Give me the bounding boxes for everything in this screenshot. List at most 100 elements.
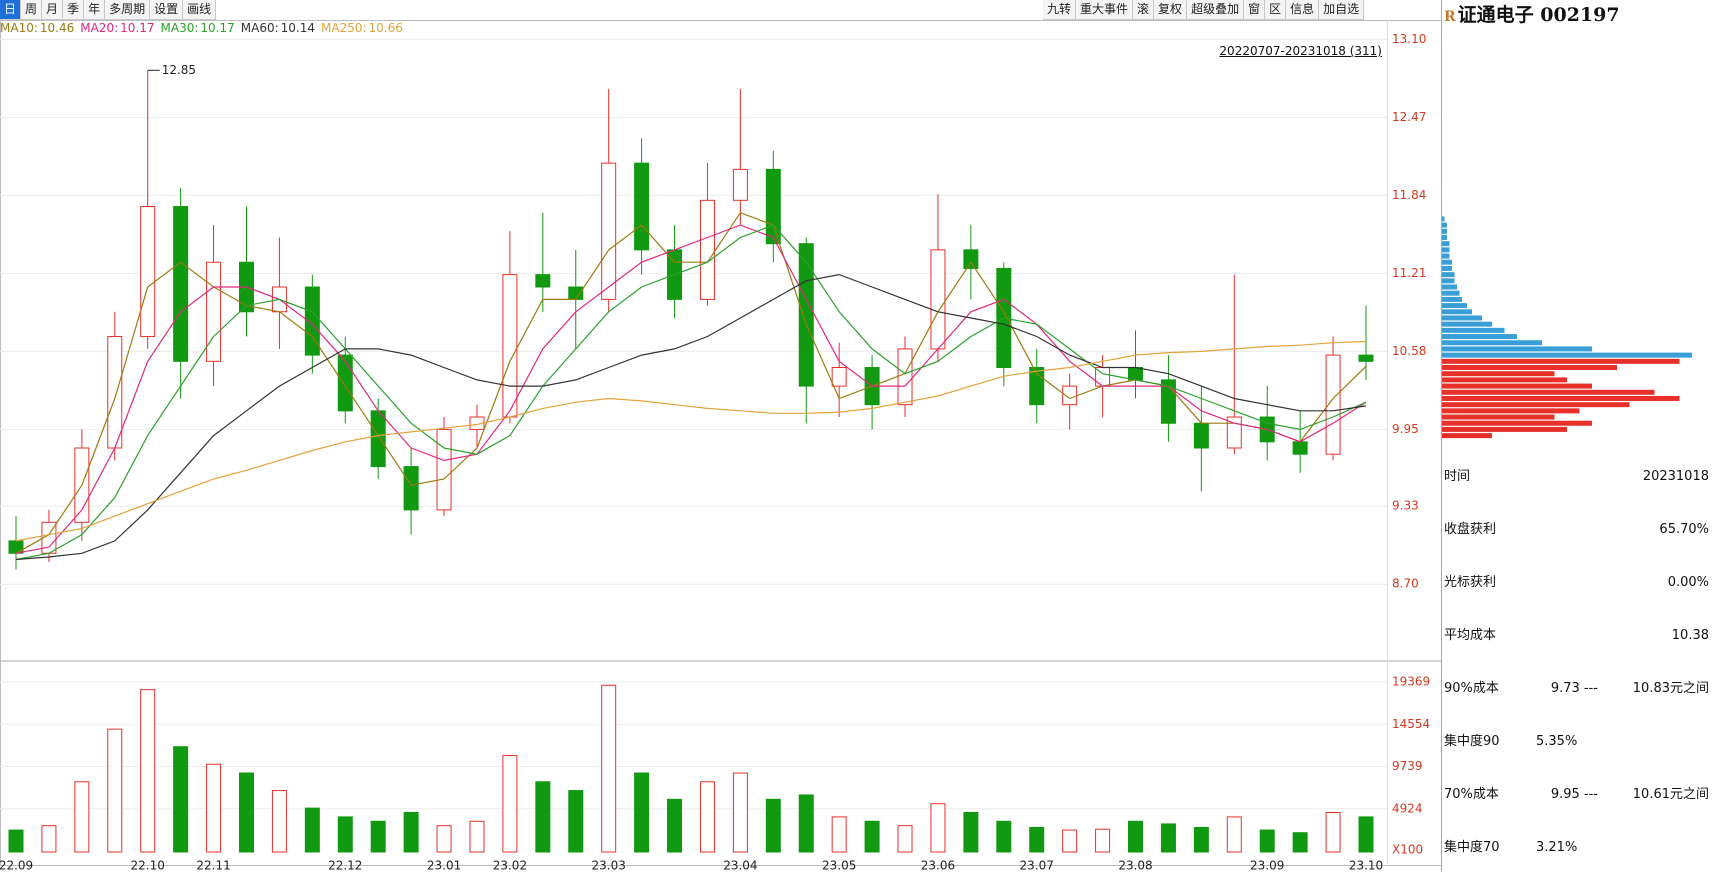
chip-bar [1442, 340, 1542, 346]
x-tick-label: 23.07 [1020, 859, 1054, 872]
y-tick-label: 8.70 [1392, 577, 1419, 591]
tool-button[interactable]: 窗 [1244, 0, 1266, 19]
period-tab[interactable]: 多周期 [105, 0, 151, 19]
chip-bar [1442, 420, 1592, 426]
tool-button[interactable]: 加自选 [1319, 0, 1365, 19]
chip-bar [1442, 228, 1447, 234]
chip-bar [1442, 408, 1580, 414]
volume-bar [469, 820, 485, 853]
tool-button[interactable]: 复权 [1154, 0, 1188, 19]
y-tick-label: 19369 [1392, 675, 1430, 689]
y-tick-label: 11.21 [1392, 266, 1426, 280]
info-value: 65.70% [1659, 522, 1709, 537]
period-tab[interactable]: 设置 [150, 0, 184, 19]
y-tick-label: 9.95 [1392, 422, 1419, 436]
chip-bar [1442, 327, 1505, 333]
volume-bar [996, 820, 1012, 853]
tool-button[interactable]: 区 [1265, 0, 1287, 19]
chip-bar [1442, 241, 1450, 247]
candle-body [1226, 416, 1242, 449]
volume-bar [1325, 812, 1341, 853]
chip-bar [1442, 365, 1617, 371]
title-text: 证通电子 002197 [1457, 4, 1620, 26]
tool-button[interactable]: 重大事件 [1076, 0, 1134, 19]
volume-bar [1358, 816, 1374, 853]
info-row: 时间 20231018 [1442, 467, 1712, 487]
volume-bar [1160, 823, 1176, 853]
legend-item: MA3010.17 [161, 21, 235, 35]
legend-name: MA30 [161, 21, 199, 35]
chip-bar [1442, 309, 1472, 315]
volume-bar [140, 689, 156, 853]
y-tick-label: 12.47 [1392, 110, 1426, 124]
volume-bar [337, 816, 353, 853]
tool-button[interactable]: 九转 [1043, 0, 1077, 19]
volume-bar [238, 772, 254, 853]
tool-button[interactable]: 信息 [1286, 0, 1320, 19]
chip-bar [1442, 253, 1450, 259]
candle-body [206, 261, 222, 362]
x-tick-label: 23.02 [493, 859, 527, 872]
volume-bar [831, 816, 847, 853]
info-value: 3.21% [1536, 840, 1578, 855]
volume-bar [1062, 829, 1078, 853]
volume-bar [568, 790, 584, 853]
y-tick-label: 11.84 [1392, 188, 1426, 202]
candle-body [831, 367, 847, 387]
volume-bar [436, 825, 452, 853]
chip-bar [1442, 296, 1462, 302]
chip-bar [1442, 290, 1460, 296]
tool-button[interactable]: 超级叠加 [1187, 0, 1245, 19]
period-tabs: 日周月季年多周期 设置 画线 [0, 0, 217, 20]
info-label: 70%成本 [1444, 787, 1499, 802]
chip-bar [1442, 321, 1492, 327]
chip-bar [1442, 377, 1567, 383]
candle-body [173, 206, 189, 362]
candle-body [304, 286, 320, 356]
y-tick-label: 4924 [1392, 801, 1423, 815]
candle-body [930, 249, 946, 350]
chip-bar [1442, 234, 1447, 240]
period-tab[interactable]: 季 [63, 0, 85, 19]
chip-bar [1442, 284, 1457, 290]
x-tick-label: 22.10 [131, 859, 165, 872]
candle-body [1292, 441, 1308, 455]
volume-bar [206, 763, 222, 853]
volume-bar [271, 790, 287, 853]
period-tab[interactable]: 画线 [183, 0, 217, 19]
chip-bar [1442, 383, 1592, 389]
x-tick-label: 23.06 [921, 859, 955, 872]
volume-bar [699, 781, 715, 853]
chip-bar [1442, 426, 1567, 432]
x-tick-label: 23.09 [1250, 859, 1284, 872]
chip-bar [1442, 433, 1492, 439]
legend-value: 10.46 [39, 21, 75, 35]
period-tab[interactable]: 日 [0, 0, 22, 19]
info-row: 90%成本 9.73 --- 10.83元之间 [1442, 679, 1712, 699]
info-value: 0.00% [1667, 575, 1709, 590]
chip-bar [1442, 222, 1447, 228]
candle-body [963, 249, 979, 269]
chip-bar [1442, 358, 1680, 364]
candle-body [403, 466, 419, 511]
volume-bar [370, 820, 386, 853]
legend-item: MA2010.17 [80, 21, 154, 35]
candle-body [732, 168, 748, 201]
period-tab[interactable]: 月 [42, 0, 64, 19]
info-row: 光标获利 0.00% [1442, 573, 1712, 593]
tool-button[interactable]: 滚 [1133, 0, 1155, 19]
info-value: 9.95 --- [1550, 787, 1598, 802]
chip-bar [1442, 352, 1692, 358]
y-tick-label: 14554 [1392, 717, 1430, 731]
legend-name: MA60 [241, 21, 279, 35]
candle-body [535, 274, 551, 288]
candle-body [1358, 354, 1374, 362]
volume-bar [930, 803, 946, 853]
period-tab[interactable]: 年 [84, 0, 106, 19]
candle-body [699, 199, 715, 300]
volume-bar [1226, 816, 1242, 853]
chip-bar [1442, 259, 1452, 265]
volume-bar [634, 772, 650, 853]
info-value: 9.73 --- [1550, 681, 1598, 696]
period-tab[interactable]: 周 [21, 0, 43, 19]
